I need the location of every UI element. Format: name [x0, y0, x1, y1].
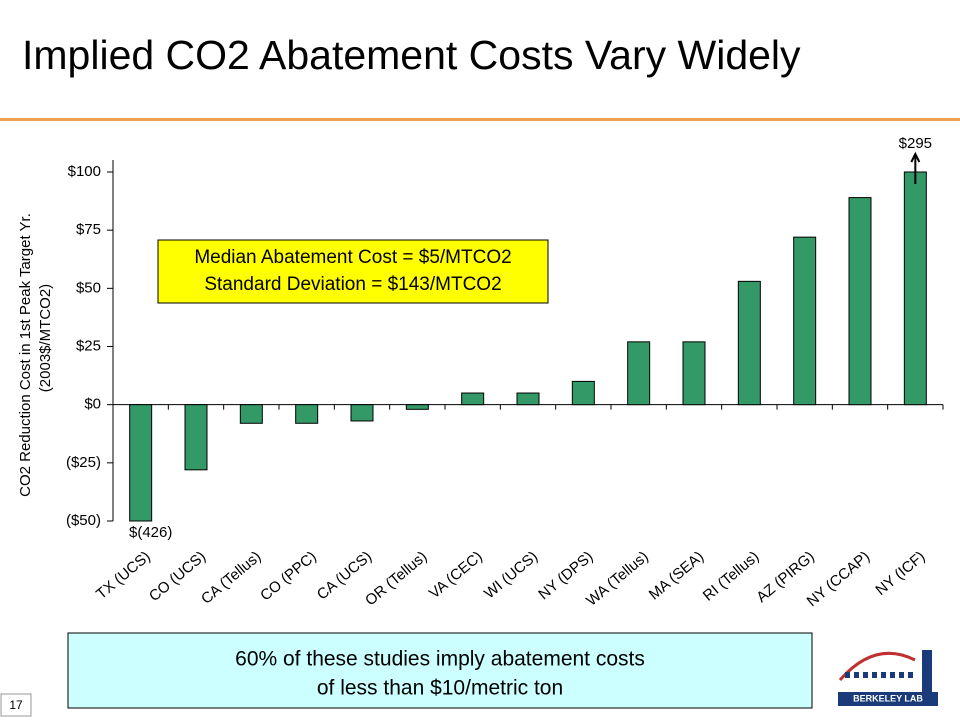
value-label: $295: [899, 135, 932, 152]
y-axis-label: CO2 Reduction Cost in 1st Peak Target Yr…: [17, 213, 34, 497]
bar: [405, 404, 429, 410]
overflow-arrowhead: [910, 151, 921, 163]
bar: [239, 404, 263, 424]
logo: BERKELEY LAB: [838, 650, 938, 706]
y-axis-label: (2003$/MTCO2): [37, 284, 54, 392]
bar: [129, 404, 153, 522]
note: of less than $10/metric ton: [317, 677, 563, 700]
value-label: $(426): [129, 524, 172, 541]
y-tick-label: $100: [68, 163, 101, 180]
annotation: Median Abatement Cost = $5/MTCO2: [194, 247, 511, 268]
y-tick-label: ($25): [66, 454, 101, 471]
bar: [516, 392, 540, 406]
bar: [295, 404, 319, 424]
bar: [184, 404, 208, 471]
bar: [903, 171, 927, 406]
bar: [848, 197, 872, 406]
y-tick-label: $0: [84, 396, 101, 413]
slide-title: Implied CO2 Abatement Costs Vary Widely: [22, 32, 801, 78]
bar: [737, 280, 761, 406]
page-number: 17: [9, 698, 23, 712]
logo-band: [838, 692, 938, 706]
y-tick-label: $50: [76, 279, 101, 296]
annotation-box: [157, 239, 549, 304]
bar: [627, 341, 651, 406]
note: 60% of these studies imply abatement cos…: [235, 648, 645, 671]
note-box: [67, 632, 813, 709]
logo-text: BERKELEY LAB: [853, 693, 923, 703]
title-rule: [0, 118, 960, 121]
y-tick-label: $25: [76, 337, 101, 354]
bar: [571, 380, 595, 406]
bar: [682, 341, 706, 406]
y-tick-label: ($50): [66, 512, 101, 529]
y-tick-label: $75: [76, 221, 101, 238]
bar: [461, 392, 485, 406]
bar: [350, 404, 374, 422]
annotation: Standard Deviation = $143/MTCO2: [204, 274, 501, 295]
logo-tower: [922, 650, 932, 700]
bar: [793, 236, 817, 406]
page-number-box: [0, 693, 32, 717]
